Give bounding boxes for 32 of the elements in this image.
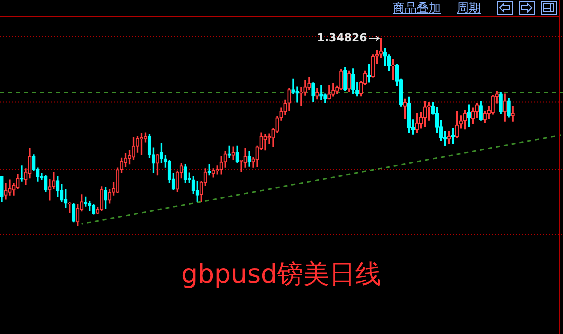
annotation: 1.34826 [317,32,368,45]
candlestick [8,180,12,196]
text: 商品叠加 [393,0,441,14]
candlestick [192,176,196,194]
candlestick [4,183,8,200]
candlestick [328,85,332,100]
candlestick [312,82,316,102]
candlestick [368,64,372,83]
candlestick [52,172,56,190]
candlestick [264,134,268,151]
candlestick [236,146,240,164]
candlestick [0,176,4,202]
candlestick [240,160,244,172]
candlestick [20,166,24,182]
candlestick [407,96,412,134]
candlestick [184,164,188,184]
candlestick [216,166,220,175]
candlestick [88,201,92,212]
candlestick [479,102,483,121]
candlestick [100,186,104,212]
text: 周期 [457,0,481,14]
candlestick [248,151,252,167]
candlestick [316,88,320,100]
candlestick [320,85,324,101]
candlestick [403,98,408,120]
candlestick [140,133,144,156]
candlestick [72,203,76,223]
candlestick [332,83,336,97]
text: gbpusd镑美日线 [181,260,382,290]
candlestick [499,92,503,114]
candlestick [232,146,236,160]
candlestick [471,108,475,124]
